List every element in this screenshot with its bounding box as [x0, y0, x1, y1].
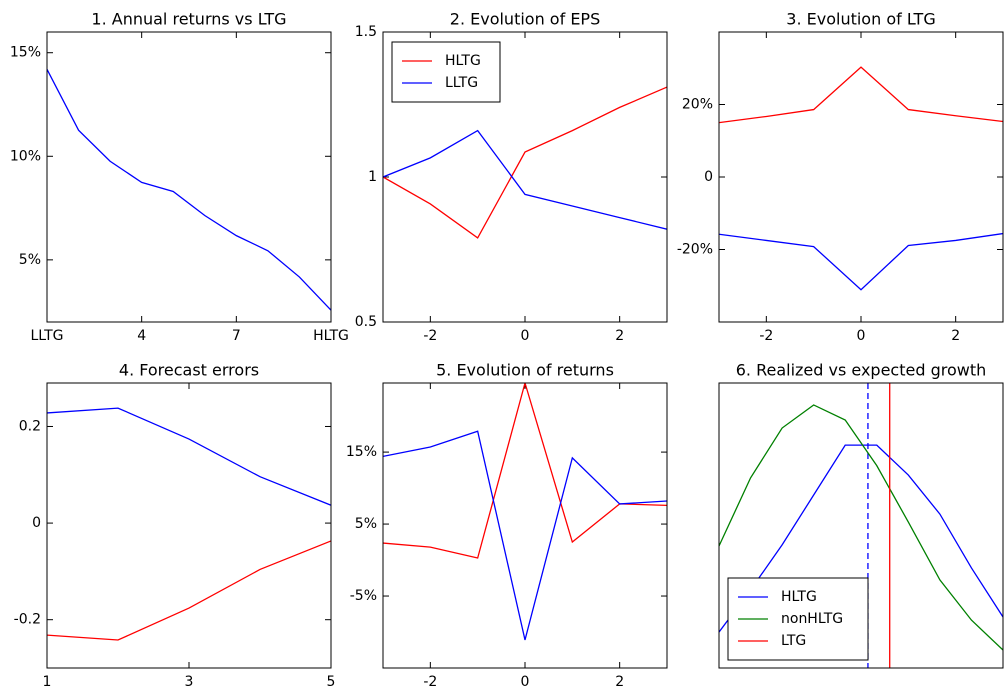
- x-tick-label: 1: [43, 674, 52, 689]
- series-line: [383, 383, 667, 559]
- y-tick-label: -5%: [350, 588, 377, 604]
- legend-label: HLTG: [781, 589, 817, 605]
- panel-frame: [382, 382, 668, 669]
- x-tick-label: -2: [759, 328, 773, 344]
- plot-area: [719, 383, 1003, 668]
- x-tick-label: -2: [423, 674, 437, 689]
- x-tick-label: 2: [615, 674, 624, 689]
- legend-label: LTG: [781, 633, 806, 649]
- series-line: [383, 86, 667, 239]
- y-tick-label: 5%: [355, 516, 377, 532]
- panel-title: 3. Evolution of LTG: [786, 10, 935, 29]
- legend-label: HLTG: [445, 53, 481, 69]
- panel-frame: [718, 31, 1004, 323]
- x-tick-label: 3: [185, 674, 194, 689]
- panel-title: 2. Evolution of EPS: [450, 10, 600, 29]
- legend-box: [391, 41, 501, 103]
- x-tick-label: 4: [137, 328, 146, 344]
- x-tick-label: -2: [423, 328, 437, 344]
- plot-area: [47, 68, 331, 311]
- x-tick-label: 2: [615, 328, 624, 344]
- x-tick-label: HLTG: [313, 328, 349, 344]
- x-tick-label: 2: [951, 328, 960, 344]
- panel-title: 4. Forecast errors: [119, 361, 259, 380]
- plot-area: [719, 66, 1003, 291]
- y-tick-label: 5%: [19, 252, 41, 268]
- y-tick-label: 10%: [10, 148, 41, 164]
- y-tick-label: 0.5: [355, 314, 377, 330]
- x-tick-label: 0: [521, 328, 530, 344]
- panel-title: 5. Evolution of returns: [436, 361, 614, 380]
- y-tick-label: -20%: [677, 242, 713, 258]
- panel-frame: [46, 31, 332, 323]
- x-tick-label: 0: [857, 328, 866, 344]
- x-tick-label: 0: [521, 674, 530, 689]
- panel-frame: [718, 382, 1004, 669]
- y-tick-label: 15%: [346, 444, 377, 460]
- legend-label: nonHLTG: [781, 611, 843, 627]
- y-tick-label: 20%: [682, 97, 713, 113]
- y-tick-label: 15%: [10, 45, 41, 61]
- y-tick-label: 0: [32, 515, 41, 531]
- series-line: [47, 407, 331, 506]
- panel-frame: [382, 31, 668, 323]
- series-line: [47, 540, 331, 641]
- plot-area: [383, 86, 667, 239]
- x-tick-label: LLTG: [30, 328, 63, 344]
- x-tick-label: 5: [327, 674, 336, 689]
- panel-frame: [46, 382, 332, 669]
- plot-area: [47, 407, 331, 641]
- x-tick-label: 7: [232, 328, 241, 344]
- y-tick-label: 1: [368, 169, 377, 185]
- y-tick-label: -0.2: [14, 612, 41, 628]
- panel-title: 1. Annual returns vs LTG: [91, 10, 286, 29]
- legend-label: LLTG: [445, 75, 478, 91]
- series-line: [47, 68, 331, 311]
- plot-area: [383, 383, 667, 641]
- y-tick-label: 0: [704, 169, 713, 185]
- series-line: [383, 430, 667, 641]
- panel-title: 6. Realized vs expected growth: [736, 361, 987, 380]
- y-tick-label: 1.5: [355, 24, 377, 40]
- series-line: [719, 232, 1003, 291]
- series-line: [719, 404, 1003, 651]
- series-line: [383, 129, 667, 230]
- series-line: [719, 444, 1003, 633]
- y-tick-label: 0.2: [19, 418, 41, 434]
- series-line: [719, 66, 1003, 124]
